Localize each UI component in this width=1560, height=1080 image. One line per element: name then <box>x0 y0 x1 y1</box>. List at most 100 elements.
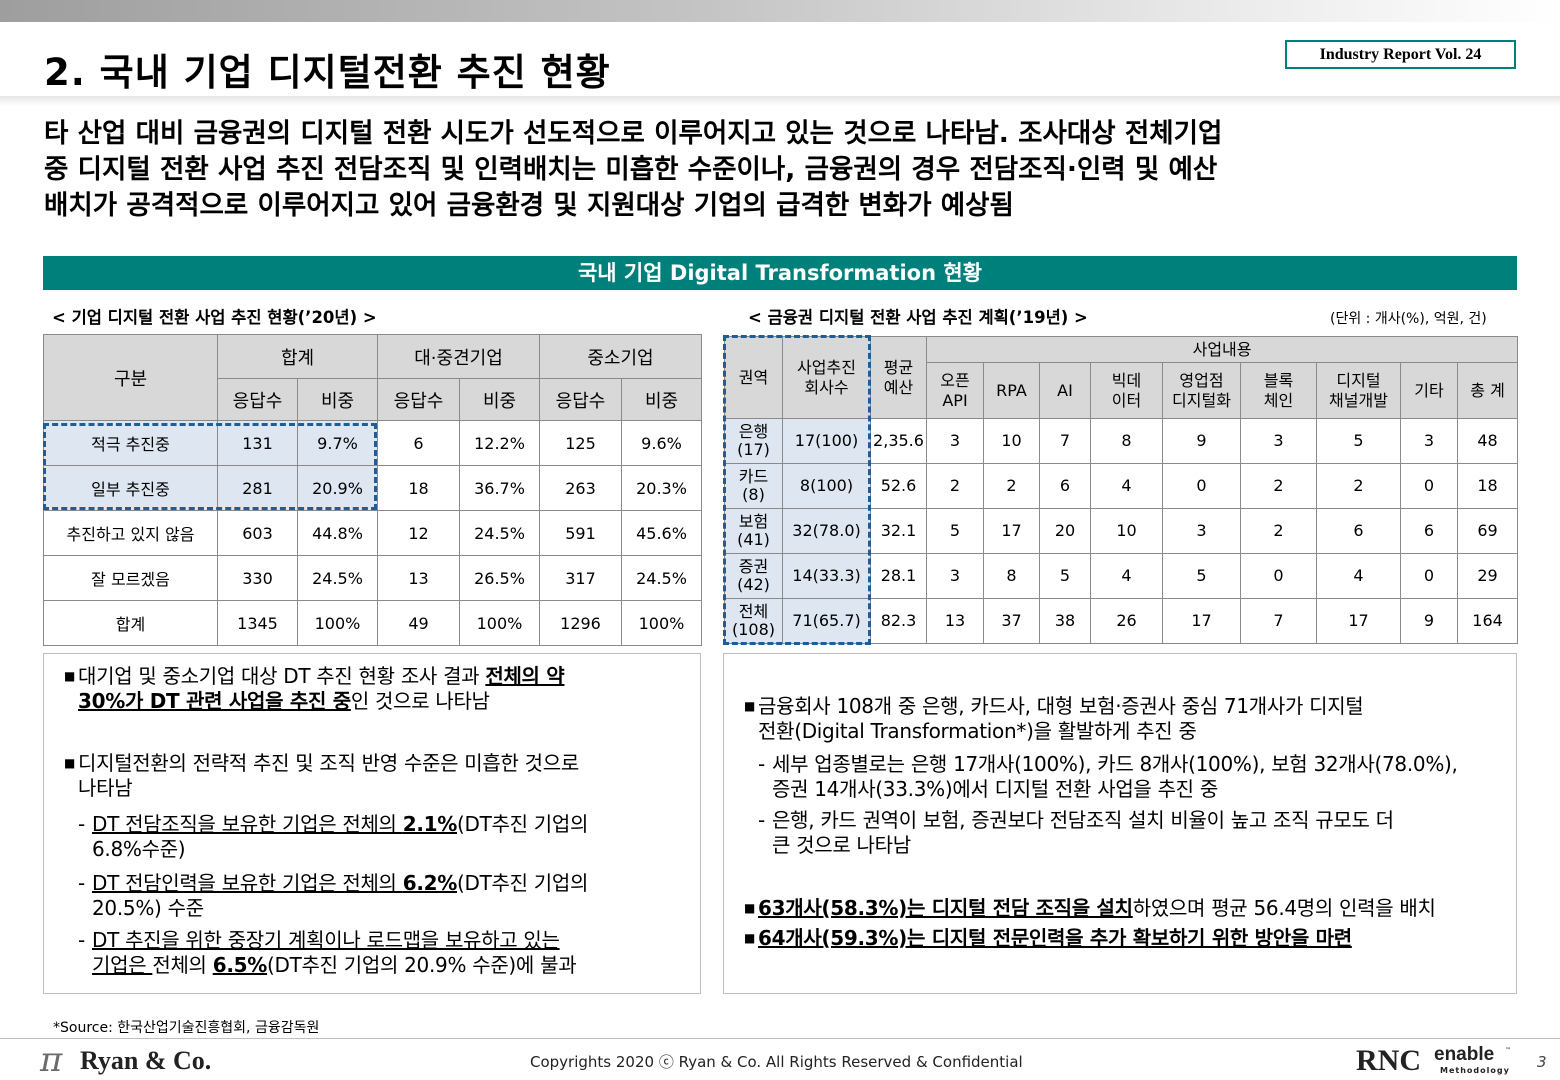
table-cell: 330 <box>217 555 298 601</box>
table-cell: 82.3 <box>870 598 927 644</box>
bullet-square-icon: ■ <box>744 931 756 945</box>
summary-line: 타 산업 대비 금융권의 디지털 전환 시도가 선도적으로 이루어지고 있는 것… <box>44 118 1223 149</box>
header-companies: 사업추진 회사수 <box>782 336 871 419</box>
table-cell: 591 <box>539 510 622 556</box>
row-label: 잘 모르겠음 <box>43 555 218 601</box>
table-cell: 5 <box>1162 553 1241 599</box>
title-divider <box>0 96 1560 106</box>
header-item: 디지털 채널개발 <box>1316 362 1401 419</box>
table-row: 일부 추진중 281 20.9% 18 36.7% 263 20.3% <box>43 465 702 511</box>
table-cell: 6 <box>1400 508 1458 554</box>
header-sub: 응답수 <box>539 378 622 421</box>
table-cell: 2,35.6 <box>870 418 927 464</box>
bullet-square-icon: ■ <box>64 756 76 770</box>
header-sub: 응답수 <box>217 378 298 421</box>
table-cell: 164 <box>1456 598 1519 644</box>
finance-dt-plan-table: 권역 사업추진 회사수 평균 예산 사업내용 오픈 API RPA AI 빅데 이터 영… <box>724 336 1519 644</box>
bullet-item: ■ 금융회사 108개 중 은행, 카드사, 대형 보험·증권사 중심 71개사… <box>744 694 1364 743</box>
methodology-logo: Methodology <box>1440 1066 1510 1075</box>
unit-note: (단위 : 개사(%), 억원, 건) <box>1330 311 1487 327</box>
table-cell: 24.5% <box>621 555 702 601</box>
sub-item: - DT 추진을 위한 중장기 계획이나 로드맵을 보유하고 있는 기업은 전체… <box>78 928 577 977</box>
header-group-sme: 중소기업 <box>539 334 702 379</box>
table-cell: 1345 <box>217 600 298 646</box>
header-item: 빅데 이터 <box>1090 362 1163 419</box>
table-cell: 17 <box>1162 598 1241 644</box>
table-row: 잘 모르겠음 330 24.5% 13 26.5% 317 24.5% <box>43 555 702 601</box>
summary-line: 중 디지털 전환 사업 추진 전담조직 및 인력배치는 미흡한 수준이나, 금융… <box>44 154 1218 185</box>
table-cell: 603 <box>217 510 298 556</box>
region-cell: 은행 (17) <box>724 418 783 464</box>
header-item: RPA <box>983 362 1040 419</box>
row-label: 적극 추진중 <box>43 420 218 466</box>
table-cell: 10 <box>983 418 1040 464</box>
header-category: 구분 <box>43 334 218 421</box>
header-item: 영업점 디지털화 <box>1162 362 1241 419</box>
table-row: 적극 추진중 131 9.7% 6 12.2% 125 9.6% <box>43 420 702 466</box>
header-item: 오픈 API <box>926 362 984 419</box>
source-note: *Source: 한국산업기술진흥협회, 금융감독원 <box>53 1020 320 1036</box>
bullet-item: ■ 64개사(59.3%)는 디지털 전문인력을 추가 확보하기 위한 방안을 … <box>744 926 1352 950</box>
ryan-logo-icon: π <box>40 1040 63 1080</box>
table-cell: 32.1 <box>870 508 927 554</box>
summary-text: 타 산업 대비 금융권의 디지털 전환 시도가 선도적으로 이루어지고 있는 것… <box>44 116 1524 224</box>
table-row: 증권 (42) 14(33.3) 28.1 3 8 5 4 5 0 4 0 29 <box>724 553 1519 599</box>
header-item: 기타 <box>1400 362 1458 419</box>
table-cell: 18 <box>377 465 460 511</box>
region-cell: 보험 (41) <box>724 508 783 554</box>
table-cell: 9.6% <box>621 420 702 466</box>
table-cell: 2 <box>983 463 1040 509</box>
table-row: 전체 (108) 71(65.7) 82.3 13 37 38 26 17 7 1… <box>724 598 1519 644</box>
bullet-item: ■ 대기업 및 중소기업 대상 DT 추진 현황 조사 결과 전체의 약 30%… <box>64 664 565 713</box>
table-cell: 281 <box>217 465 298 511</box>
table-cell: 263 <box>539 465 622 511</box>
table-cell: 8 <box>983 553 1040 599</box>
left-table-caption: < 기업 디지털 전환 사업 추진 현황(’20년) > <box>52 308 377 327</box>
table-cell: 100% <box>621 600 702 646</box>
region-cell: 전체 (108) <box>724 598 783 644</box>
footer-divider <box>0 1038 1560 1039</box>
table-row: 은행 (17) 17(100) 2,35.6 3 10 7 8 9 3 5 3 4… <box>724 418 1519 464</box>
table-cell: 20.3% <box>621 465 702 511</box>
table-row: 카드 (8) 8(100) 52.6 2 2 6 4 0 2 2 0 18 <box>724 463 1519 509</box>
header-sub: 비중 <box>297 378 378 421</box>
left-notes-box: ■ 대기업 및 중소기업 대상 DT 추진 현황 조사 결과 전체의 약 30%… <box>43 653 701 994</box>
table-cell: 0 <box>1400 463 1458 509</box>
bullet-square-icon: ■ <box>744 699 756 713</box>
company-logo: Ryan & Co. <box>80 1046 212 1075</box>
table-cell: 3 <box>1162 508 1241 554</box>
table-cell: 100% <box>459 600 540 646</box>
sub-item: - 은행, 카드 권역이 보험, 증권보다 전담조직 설치 비율이 높고 조직 … <box>758 808 1394 857</box>
table-cell: 14(33.3) <box>782 553 871 599</box>
header-sub: 비중 <box>621 378 702 421</box>
table-cell: 5 <box>926 508 984 554</box>
table-cell: 4 <box>1090 463 1163 509</box>
table-row: 합계 1345 100% 49 100% 1296 100% <box>43 600 702 646</box>
page-title: 2. 국내 기업 디지털전환 추진 현황 <box>44 51 611 94</box>
row-label: 추진하고 있지 않음 <box>43 510 218 556</box>
table-cell: 4 <box>1316 553 1401 599</box>
trademark-mark: ™ <box>1505 1047 1511 1054</box>
table-cell: 6 <box>377 420 460 466</box>
enable-logo: enable <box>1434 1044 1495 1065</box>
copyright-text: Copyrights 2020 ⓒ Ryan & Co. All Rights … <box>530 1053 1023 1071</box>
table-cell: 3 <box>926 418 984 464</box>
row-label: 합계 <box>43 600 218 646</box>
table-cell: 6 <box>1039 463 1091 509</box>
table-cell: 26.5% <box>459 555 540 601</box>
table-cell: 3 <box>1400 418 1458 464</box>
table-cell: 9 <box>1162 418 1241 464</box>
table-cell: 5 <box>1316 418 1401 464</box>
table-cell: 48 <box>1456 418 1519 464</box>
header-item: AI <box>1039 362 1091 419</box>
table-cell: 12.2% <box>459 420 540 466</box>
right-notes-box: ■ 금융회사 108개 중 은행, 카드사, 대형 보험·증권사 중심 71개사… <box>723 653 1517 994</box>
sub-item: - DT 전담조직을 보유한 기업은 전체의 2.1%(DT추진 기업의 6.8… <box>78 812 589 861</box>
header-budget: 평균 예산 <box>870 336 927 419</box>
header-item: 블록 체인 <box>1240 362 1317 419</box>
table-cell: 12 <box>377 510 460 556</box>
table-cell: 131 <box>217 420 298 466</box>
table-cell: 20.9% <box>297 465 378 511</box>
table-cell: 49 <box>377 600 460 646</box>
table-cell: 10 <box>1090 508 1163 554</box>
